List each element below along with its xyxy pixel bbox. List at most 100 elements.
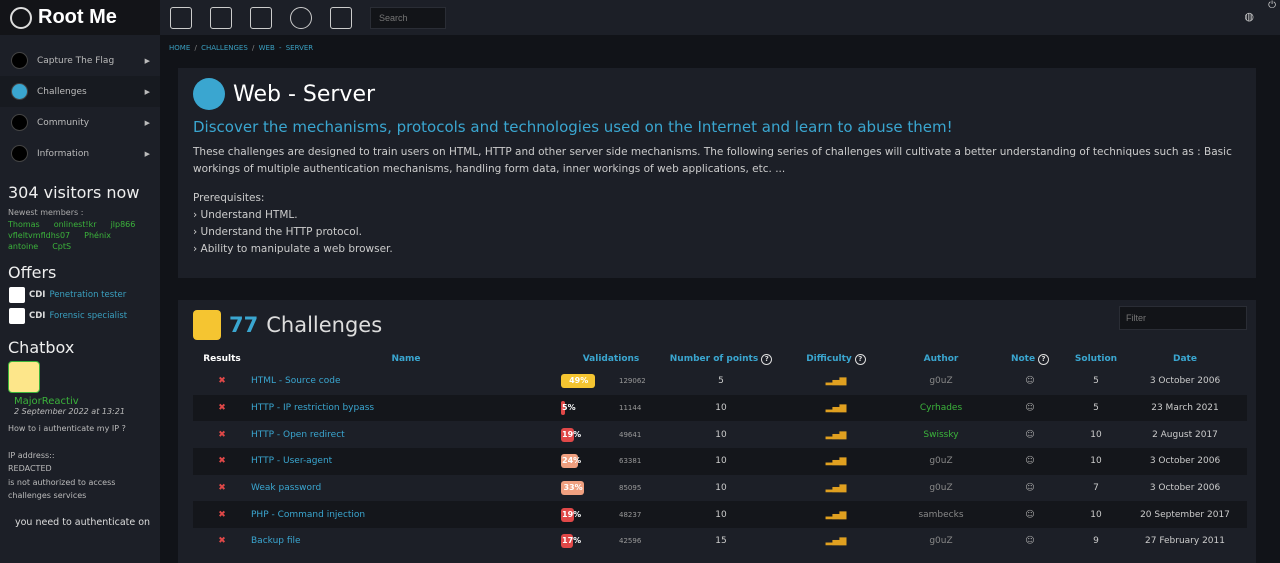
member-link[interactable]: jlp866 <box>110 220 136 229</box>
table-row[interactable]: ✖ HTML - Source code 49% 129062 5 ▂▄▆ g0u… <box>193 368 1247 395</box>
challenge-name-link[interactable]: HTML - Source code <box>251 376 341 387</box>
col-solution[interactable]: Solution <box>1074 354 1118 364</box>
col-name[interactable]: Name <box>391 354 421 364</box>
note-smiley-icon: ☺ <box>1025 509 1035 520</box>
solutions-count[interactable]: 10 <box>1090 429 1102 440</box>
col-validations[interactable]: Validations <box>582 354 640 364</box>
tools-icon[interactable] <box>210 6 232 29</box>
note-smiley-icon: ☺ <box>1025 376 1035 387</box>
author-link[interactable]: Swissky <box>923 429 959 440</box>
solutions-count[interactable]: 7 <box>1093 483 1099 494</box>
author-link[interactable]: Cyrhades <box>891 394 991 422</box>
author-link[interactable]: g0uZ <box>929 483 953 494</box>
challenge-name-link[interactable]: HTTP - Open redirect <box>251 429 345 440</box>
table-row[interactable]: ✖ Weak password 33% 85095 10 ▂▄▆ g0uZ ☺ 7… <box>193 475 1247 502</box>
target-icon[interactable] <box>290 6 312 29</box>
logo[interactable]: Root Me <box>0 0 160 35</box>
web-server-icon <box>193 78 225 110</box>
offers-title: Offers <box>8 263 57 282</box>
table-row[interactable]: ✖ HTTP - IP restriction bypass 5% 11144 1… <box>193 394 1247 422</box>
author-link[interactable]: g0uZ <box>929 536 953 547</box>
col-results[interactable]: Results <box>203 354 241 364</box>
member-link[interactable]: antoine <box>8 242 39 251</box>
solutions-count[interactable]: 10 <box>1069 448 1123 475</box>
points: 10 <box>661 394 781 422</box>
help-icon: ? <box>854 353 866 365</box>
not-solved-icon: ✖ <box>218 509 226 520</box>
sidebar-item-information[interactable]: Information ▶ <box>0 138 160 169</box>
member-link[interactable]: vfleltvmfldhs07 <box>8 231 71 240</box>
points: 15 <box>715 536 727 547</box>
col-note[interactable]: Note? <box>991 350 1069 368</box>
user-avatar[interactable] <box>8 361 40 393</box>
documents-icon[interactable] <box>250 6 272 29</box>
note-smiley-icon: ☺ <box>1025 536 1035 547</box>
challenge-name-link[interactable]: Weak password <box>251 483 322 494</box>
author-link[interactable]: g0uZ <box>891 448 991 475</box>
table-row[interactable]: ✖ Backup file 17% 42596 15 ▂▄▆ g0uZ ☺ 9 2… <box>193 528 1247 555</box>
power-icon[interactable]: ⏻ <box>1268 0 1276 11</box>
solutions-count[interactable]: 9 <box>1093 536 1099 547</box>
solutions-count[interactable]: 5 <box>1093 376 1099 387</box>
chat-message-line: is not authorized to access <box>8 477 116 487</box>
search-input[interactable] <box>370 6 446 29</box>
not-solved-icon: ✖ <box>218 536 226 547</box>
validation-bar: 33% <box>561 481 585 496</box>
table-row[interactable]: ✖ HTTP - User-agent 24% 63381 10 ▂▄▆ g0uZ… <box>193 448 1247 475</box>
cart-icon[interactable] <box>330 6 352 29</box>
chevron-right-icon: ▶ <box>144 87 150 96</box>
sidebar-item-community[interactable]: Community ▶ <box>0 107 160 138</box>
validation-percent: 5% <box>562 403 576 413</box>
globe-icon[interactable]: ◍ <box>1244 10 1254 23</box>
date: 3 October 2006 <box>1149 376 1221 387</box>
col-date[interactable]: Date <box>1173 354 1197 364</box>
offer-item[interactable]: CDI Penetration tester <box>0 287 160 303</box>
chat-reply: you need to authenticate on <box>15 516 151 528</box>
col-author[interactable]: Author <box>923 354 959 364</box>
validation-percent: 33% <box>563 483 583 493</box>
author-link[interactable]: sambecks <box>891 501 991 529</box>
ctf-icon[interactable] <box>170 6 192 29</box>
validation-percent: 17% <box>562 536 582 546</box>
date: 3 October 2006 <box>1149 483 1221 494</box>
sidebar-item-challenges[interactable]: Challenges ▶ <box>0 76 160 107</box>
points: 10 <box>661 448 781 475</box>
challenge-name-link[interactable]: HTTP - User-agent <box>251 448 561 475</box>
table-row[interactable]: ✖ HTTP - Open redirect 19% 49641 10 ▂▄▆ S… <box>193 421 1247 448</box>
col-difficulty[interactable]: Difficulty? <box>781 350 891 368</box>
member-link[interactable]: Phénix <box>84 231 111 240</box>
challenges-label: Challenges <box>266 313 383 337</box>
newest-members-label: Newest members : <box>8 208 84 217</box>
author-link[interactable]: g0uZ <box>929 376 953 387</box>
challenge-name-link[interactable]: HTTP - IP restriction bypass <box>251 394 561 422</box>
challenges-panel: 77 Challenges Results Name Validations N… <box>178 300 1256 563</box>
sidebar-item-ctf[interactable]: Capture The Flag ▶ <box>0 45 160 76</box>
date: 2 August 2017 <box>1152 429 1218 440</box>
validation-count: 85095 <box>619 484 642 493</box>
challenge-name-link[interactable]: PHP - Command injection <box>251 501 561 529</box>
note-smiley-icon: ☺ <box>1025 403 1035 414</box>
solutions-count[interactable]: 10 <box>1069 501 1123 529</box>
topbar: ◍ ⏻ <box>160 0 1280 35</box>
breadcrumb-challenges[interactable]: CHALLENGES <box>201 44 248 52</box>
difficulty-icon: ▂▄▆ <box>825 456 847 467</box>
col-points[interactable]: Number of points? <box>661 350 781 368</box>
member-link[interactable]: onlinest!kr <box>53 220 97 229</box>
member-link[interactable]: Thomas <box>8 220 40 229</box>
breadcrumb-web-server[interactable]: WEB - SERVER <box>258 44 314 52</box>
date: 23 March 2021 <box>1123 394 1247 422</box>
challenge-name-link[interactable]: Backup file <box>251 536 301 547</box>
filter-input[interactable] <box>1119 306 1247 330</box>
offer-item[interactable]: CDI Forensic specialist <box>0 308 160 324</box>
points: 10 <box>661 501 781 529</box>
chat-message-line: challenges services <box>8 491 87 500</box>
validation-bar: 5% <box>561 401 576 416</box>
table-row[interactable]: ✖ PHP - Command injection 19% 48237 10 ▂▄… <box>193 501 1247 529</box>
solutions-count[interactable]: 5 <box>1069 394 1123 422</box>
date: 27 February 2011 <box>1145 536 1225 547</box>
points: 5 <box>718 376 724 387</box>
challenge-count: 77 <box>229 313 259 337</box>
chat-username[interactable]: MajorReactiv <box>14 396 79 407</box>
breadcrumb-home[interactable]: HOME <box>169 44 191 52</box>
member-link[interactable]: CptS <box>52 242 72 251</box>
